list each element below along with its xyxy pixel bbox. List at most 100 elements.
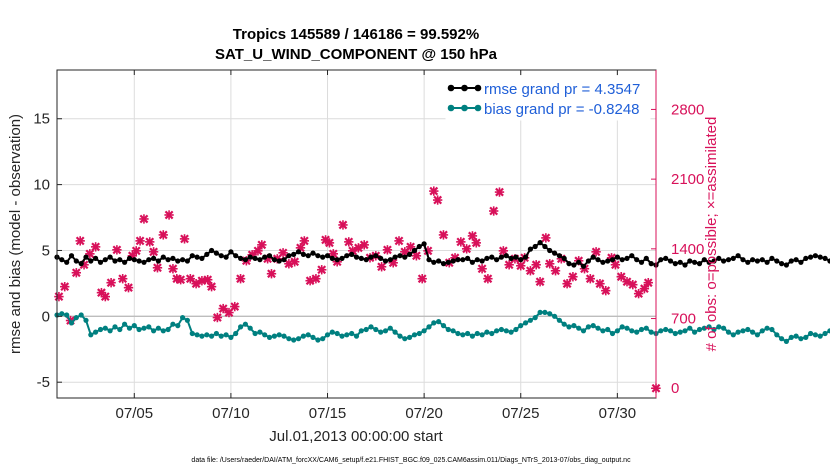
- obs-count-marker: [145, 237, 155, 247]
- obs-count-marker: [610, 260, 621, 270]
- bias-data-point: [542, 309, 548, 315]
- bias-data-point: [122, 321, 128, 327]
- y-tick-label-right: 2800: [671, 101, 704, 118]
- rmse-data-point: [788, 258, 794, 264]
- rmse-data-point: [576, 259, 582, 265]
- bias-data-point: [252, 330, 258, 337]
- rmse-data-point: [609, 257, 616, 263]
- bias-data-point: [68, 320, 75, 326]
- rmse-data-point: [68, 253, 75, 259]
- rmse-data-point: [122, 259, 128, 265]
- rmse-data-point: [542, 243, 548, 250]
- bias-data-point: [658, 328, 664, 334]
- rmse-data-point: [213, 250, 219, 256]
- rmse-data-point: [614, 254, 621, 260]
- rmse-data-point: [223, 254, 229, 260]
- rmse-data-point: [218, 253, 224, 259]
- rmse-data-point: [349, 251, 355, 257]
- obs-count-marker: [135, 236, 145, 246]
- bias-data-point: [358, 328, 364, 334]
- bias-data-point: [798, 336, 804, 342]
- bias-data-point: [349, 330, 355, 337]
- bias-data-point: [126, 325, 133, 331]
- bias-data-point: [131, 323, 137, 329]
- rmse-data-point: [750, 257, 756, 263]
- bias-data-point: [682, 328, 688, 334]
- bias-data-point: [745, 326, 751, 333]
- bias-data-point: [445, 326, 451, 333]
- obs-count-marker: [118, 274, 128, 284]
- rmse-data-point: [339, 255, 345, 261]
- bias-data-point: [146, 324, 152, 330]
- y-axis-label-left: rmse and bias (model - observation): [7, 114, 24, 354]
- obs-count-marker: [100, 291, 110, 302]
- obs-count-marker: [601, 285, 611, 296]
- rmse-data-point: [117, 257, 123, 263]
- bias-data-point: [721, 325, 727, 331]
- legend-bias-label: bias grand pr = -0.8248: [484, 101, 640, 118]
- bias-data-point: [223, 332, 229, 338]
- rmse-data-point: [803, 255, 809, 261]
- rmse-data-point: [286, 253, 292, 259]
- rmse-data-point: [358, 255, 364, 261]
- x-tick-label: 07/20: [405, 405, 443, 422]
- bias-data-point: [817, 333, 823, 339]
- obs-count-marker: [429, 186, 439, 196]
- obs-count-marker: [525, 266, 536, 276]
- bias-data-point: [320, 336, 326, 342]
- rmse-data-point: [754, 258, 761, 264]
- bias-data-point: [426, 324, 432, 330]
- rmse-data-point: [324, 253, 331, 259]
- obs-count-marker: [179, 234, 190, 244]
- obs-count-marker: [112, 245, 122, 255]
- rmse-data-point: [209, 247, 215, 254]
- rmse-data-point: [677, 259, 683, 265]
- rmse-data-point: [300, 251, 306, 257]
- bias-data-point: [783, 338, 790, 344]
- rmse-data-point: [112, 258, 118, 264]
- obs-count-markers: [54, 186, 661, 393]
- bias-data-point: [692, 329, 698, 335]
- rmse-data-point: [692, 259, 698, 265]
- obs-count-marker: [257, 240, 267, 250]
- bias-data-point: [102, 325, 108, 331]
- rmse-data-point: [199, 255, 205, 261]
- bias-data-point: [460, 332, 466, 338]
- obs-count-marker: [203, 275, 213, 285]
- plot-area: [57, 70, 656, 398]
- y-tick-label-right: 0: [671, 380, 679, 397]
- bias-data-point: [643, 325, 649, 331]
- rmse-data-point: [643, 255, 649, 261]
- rmse-data-point: [165, 257, 171, 263]
- bias-data-point: [411, 332, 418, 338]
- bias-data-point: [281, 333, 287, 339]
- rmse-data-point: [774, 258, 780, 264]
- rmse-data-point: [194, 254, 200, 260]
- obs-count-marker: [483, 274, 493, 284]
- rmse-data-point: [136, 258, 142, 264]
- obs-count-marker: [494, 187, 505, 197]
- obs-count-marker: [148, 247, 159, 257]
- bias-data-point: [151, 328, 157, 334]
- bias-data-point: [812, 332, 819, 338]
- obs-count-marker: [235, 274, 246, 284]
- obs-count-marker: [461, 244, 472, 254]
- rmse-data-point: [426, 257, 432, 263]
- rmse-data-point: [310, 250, 316, 256]
- rmse-data-point: [629, 253, 635, 259]
- rmse-data-point: [368, 254, 374, 260]
- x-axis-label: Jul.01,2013 00:00:00 start: [269, 428, 443, 445]
- x-tick-label: 07/05: [116, 405, 154, 422]
- rmse-data-point: [146, 257, 152, 263]
- obs-count-marker: [417, 274, 427, 284]
- rmse-data-point: [595, 257, 601, 263]
- bias-data-point: [571, 323, 577, 329]
- rmse-data-point: [465, 255, 471, 261]
- rmse-data-point: [228, 249, 234, 255]
- obs-count-marker: [60, 281, 70, 292]
- rmse-data-point: [494, 257, 500, 263]
- bias-data-point: [725, 329, 732, 335]
- obs-count-marker: [550, 266, 561, 276]
- bias-data-point: [238, 324, 244, 330]
- obs-count-marker: [394, 236, 404, 246]
